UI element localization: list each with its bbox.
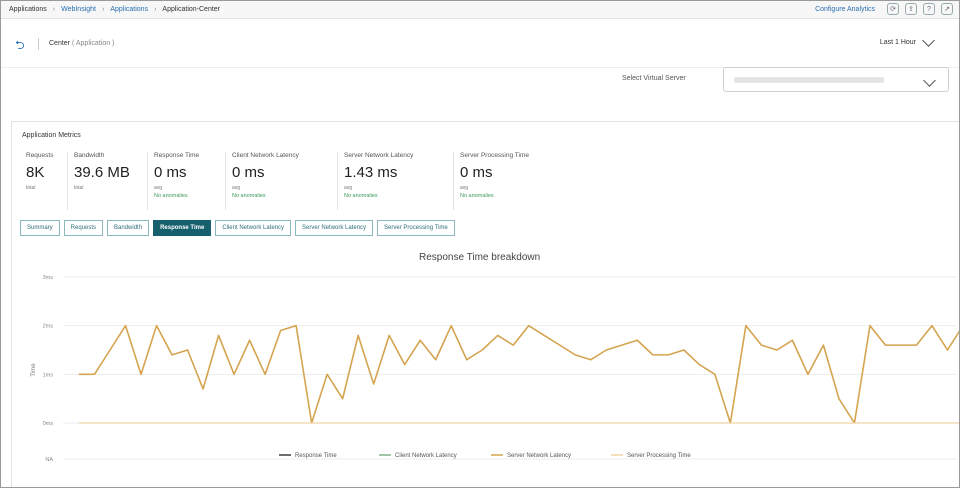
tab-bandwidth[interactable]: Bandwidth xyxy=(107,220,150,236)
y-tick-label: 0ms xyxy=(43,421,54,427)
page-subtitle: ( Application ) xyxy=(71,40,115,47)
metric-label: Response Time xyxy=(154,152,200,159)
metric-value: 0 ms xyxy=(232,164,265,181)
breadcrumb-applications[interactable]: Applications xyxy=(9,6,47,13)
metric-card: Server Network Latency 1.43 ms avg No anoma… xyxy=(338,152,454,210)
breadcrumb-separator-icon: › xyxy=(154,6,157,13)
legend-label: Server Network Latency xyxy=(507,453,571,459)
metric-card: Client Network Latency 0 ms avg No anomalie… xyxy=(226,152,338,210)
tab-requests[interactable]: Requests xyxy=(63,220,104,236)
breadcrumb-applications-link[interactable]: Applications xyxy=(110,6,149,13)
export-icon[interactable]: ⇪ xyxy=(905,3,917,15)
configure-analytics-link[interactable]: Configure Analytics xyxy=(815,5,875,13)
metric-status: No anomalies xyxy=(154,193,188,199)
metric-value: 0 ms xyxy=(154,164,187,181)
metric-sub: total xyxy=(74,185,84,191)
page-header: ⮌ Center ( Application ) Last 1 Hour xyxy=(1,20,959,68)
metric-card: Response Time 0 ms avg No anomalies xyxy=(148,152,226,210)
metrics-title: Application Metrics xyxy=(22,132,81,139)
metric-label: Bandwidth xyxy=(74,152,105,159)
metric-sub: avg xyxy=(344,185,353,191)
refresh-icon[interactable]: ⟳ xyxy=(887,3,899,15)
metric-card: Bandwidth 39.6 MB total xyxy=(68,152,148,210)
top-navigation-bar: Applications › WebInsight › Applications… xyxy=(1,1,959,19)
breadcrumb-separator-icon: › xyxy=(101,6,105,13)
chart-title: Response Time breakdown xyxy=(419,252,541,263)
virtual-server-value xyxy=(734,77,884,83)
page-title: Center ( Application ) xyxy=(49,40,114,47)
metric-status: No anomalies xyxy=(232,193,266,199)
y-axis-title: Time xyxy=(31,363,37,377)
virtual-server-label: Select Virtual Server xyxy=(622,75,686,82)
virtual-server-select[interactable] xyxy=(723,67,949,92)
chevron-down-icon xyxy=(923,74,936,87)
metric-sub: total xyxy=(26,185,36,191)
breadcrumb-separator-icon: › xyxy=(52,6,56,13)
y-tick-label: NA xyxy=(45,457,53,463)
metric-value: 1.43 ms xyxy=(344,164,398,181)
metric-value: 8K xyxy=(26,164,45,181)
time-range-value: Last 1 Hour xyxy=(879,39,916,46)
legend-label: Server Processing Time xyxy=(627,453,691,459)
help-icon[interactable]: ? xyxy=(923,3,935,15)
external-link-icon[interactable]: ↗ xyxy=(941,3,953,15)
metrics-row: Requests 8K total Bandwidth 39.6 MB total Resp… xyxy=(20,152,564,210)
page-title-text: Center xyxy=(49,40,71,47)
back-arrow-icon[interactable]: ⮌ xyxy=(15,38,25,52)
metric-value: 39.6 MB xyxy=(74,164,130,181)
metric-card: Requests 8K total xyxy=(20,152,68,210)
chevron-down-icon xyxy=(922,33,935,47)
metric-sub: avg xyxy=(154,185,163,191)
metric-sub: avg xyxy=(232,185,241,191)
tab-summary[interactable]: Summary xyxy=(20,220,60,236)
response-time-chart: 3ms2ms1ms0msNATime15:0015:0515:1015:1515… xyxy=(21,247,959,463)
metric-label: Server Network Latency xyxy=(344,152,414,159)
chart-canvas: 3ms2ms1ms0msNATime15:0015:0515:1015:1515… xyxy=(31,275,959,463)
topbar-actions: Configure Analytics ⟳ ⇪ ? ↗ xyxy=(815,3,953,15)
breadcrumb-current: Application-Center xyxy=(162,6,221,13)
metric-label: Requests xyxy=(26,152,54,159)
tab-client-network-latency[interactable]: Client Network Latency xyxy=(215,220,292,236)
tab-server-network-latency[interactable]: Server Network Latency xyxy=(295,220,374,236)
metric-status: No anomalies xyxy=(344,193,378,199)
metric-label: Client Network Latency xyxy=(232,152,299,159)
metric-card: Server Processing Time 0 ms avg No anomalie… xyxy=(454,152,564,210)
metric-value: 0 ms xyxy=(460,164,493,181)
metric-tabs: Summary Requests Bandwidth Response Time Cli… xyxy=(20,220,455,236)
application-metrics-panel: Application Metrics Requests 8K total Bandw… xyxy=(11,121,959,487)
tab-server-processing-time[interactable]: Server Processing Time xyxy=(377,220,455,236)
metric-label: Server Processing Time xyxy=(460,152,529,159)
breadcrumb-webinsight[interactable]: WebInsight xyxy=(61,6,96,13)
y-tick-label: 2ms xyxy=(43,324,54,330)
metric-status: No anomalies xyxy=(460,193,494,199)
metric-sub: avg xyxy=(460,185,469,191)
tab-response-time[interactable]: Response Time xyxy=(153,220,212,236)
legend-label: Client Network Latency xyxy=(395,453,457,459)
y-tick-label: 1ms xyxy=(43,372,54,378)
legend-label: Response Time xyxy=(295,453,337,459)
series-server-network-latency-line xyxy=(79,324,959,424)
time-range-dropdown[interactable]: Last 1 Hour xyxy=(879,33,935,47)
y-tick-label: 3ms xyxy=(43,275,54,281)
header-divider xyxy=(38,38,39,50)
